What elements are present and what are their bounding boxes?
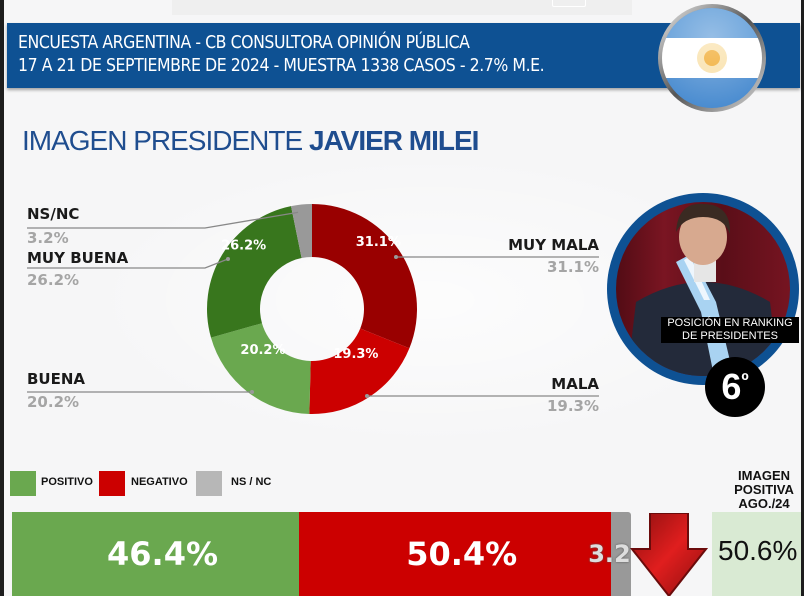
- label-muy-buena: MUY BUENA: [27, 249, 129, 267]
- donut-slice-buena: [210, 323, 311, 414]
- value-muy-mala: 31.1%: [546, 258, 599, 276]
- previous-line-2: POSITIVA: [734, 482, 794, 497]
- bar-value-label: 3.2: [588, 540, 631, 568]
- leader-dot: [250, 390, 254, 394]
- bar-segment-positivo: [12, 512, 300, 596]
- leader-line: [27, 211, 301, 229]
- donut-slice-label: 19.3%: [333, 347, 378, 362]
- bar-segment-ns-nc: [611, 512, 631, 596]
- label-mala: MALA: [551, 375, 599, 393]
- down-arrow-icon: [630, 513, 708, 596]
- donut-slice-ns-nc: [291, 204, 312, 259]
- legend-swatch-positivo: [10, 471, 36, 496]
- title-prefix: IMAGEN PRESIDENTE: [22, 125, 303, 156]
- top-tab: [552, 0, 586, 7]
- header-line-2: 17 A 21 DE SEPTIEMBRE DE 2024 - MUESTRA …: [18, 56, 545, 76]
- header-line-1: ENCUESTA ARGENTINA - CB CONSULTORA OPINI…: [18, 33, 470, 53]
- donut-slice-muy-buena: [207, 206, 302, 338]
- previous-value-box: [712, 512, 801, 596]
- previous-line-3: AGO./24: [738, 496, 790, 511]
- value-mala: 19.3%: [546, 397, 599, 415]
- value-nsnc: 3.2%: [27, 229, 69, 247]
- page-title: IMAGEN PRESIDENTE JAVIER MILEI: [22, 125, 480, 157]
- donut-slice-mala: [309, 328, 410, 414]
- leader-dot: [226, 257, 230, 261]
- label-muy-mala: MUY MALA: [508, 236, 599, 254]
- donut-slice-label: 31.1%: [356, 235, 401, 250]
- leader-dot: [394, 255, 398, 259]
- donut-slice-muy-mala: [312, 204, 417, 349]
- legend-label-nsnc: NS / NC: [231, 476, 272, 488]
- previous-heading: IMAGEN POSITIVA AGO./24: [722, 469, 804, 511]
- argentina-flag-icon: [658, 4, 766, 112]
- legend-swatch-nsnc: [196, 471, 222, 496]
- donut-slice-label: 20.2%: [240, 343, 285, 358]
- previous-value: 50.6%: [718, 535, 798, 566]
- title-name: JAVIER MILEI: [308, 125, 480, 156]
- leader-line: [27, 258, 229, 269]
- ranking-badge: 6º: [705, 357, 765, 417]
- legend-label-positivo: POSITIVO: [41, 476, 93, 488]
- bar-value-label: 46.4%: [107, 535, 219, 573]
- ranking-line-2: DE PRESIDENTES: [682, 330, 778, 342]
- left-border: [0, 0, 4, 596]
- donut-slice-label: 26.2%: [221, 238, 266, 253]
- leader-dot: [365, 394, 369, 398]
- ranking-line-1: POSICIÓN EN RANKING: [667, 317, 793, 329]
- president-photo: [607, 193, 799, 385]
- value-muy-buena: 26.2%: [27, 271, 80, 289]
- leader-dot: [298, 210, 302, 214]
- bar-value-label: 50.4%: [406, 535, 518, 573]
- bar-segment-negativo: [299, 512, 612, 596]
- legend-swatch-negativo: [99, 471, 125, 496]
- ranking-caption: POSICIÓN EN RANKING DE PRESIDENTES: [661, 317, 799, 343]
- label-nsnc: NS/NC: [27, 205, 80, 223]
- legend-label-negativo: NEGATIVO: [131, 476, 188, 488]
- ranking-ordinal: º: [741, 370, 749, 392]
- previous-line-1: IMAGEN: [738, 468, 790, 483]
- top-strip: [172, 0, 632, 15]
- right-border: [801, 0, 804, 596]
- ranking-position: 6: [721, 366, 742, 407]
- label-buena: BUENA: [27, 370, 86, 388]
- value-buena: 20.2%: [27, 393, 80, 411]
